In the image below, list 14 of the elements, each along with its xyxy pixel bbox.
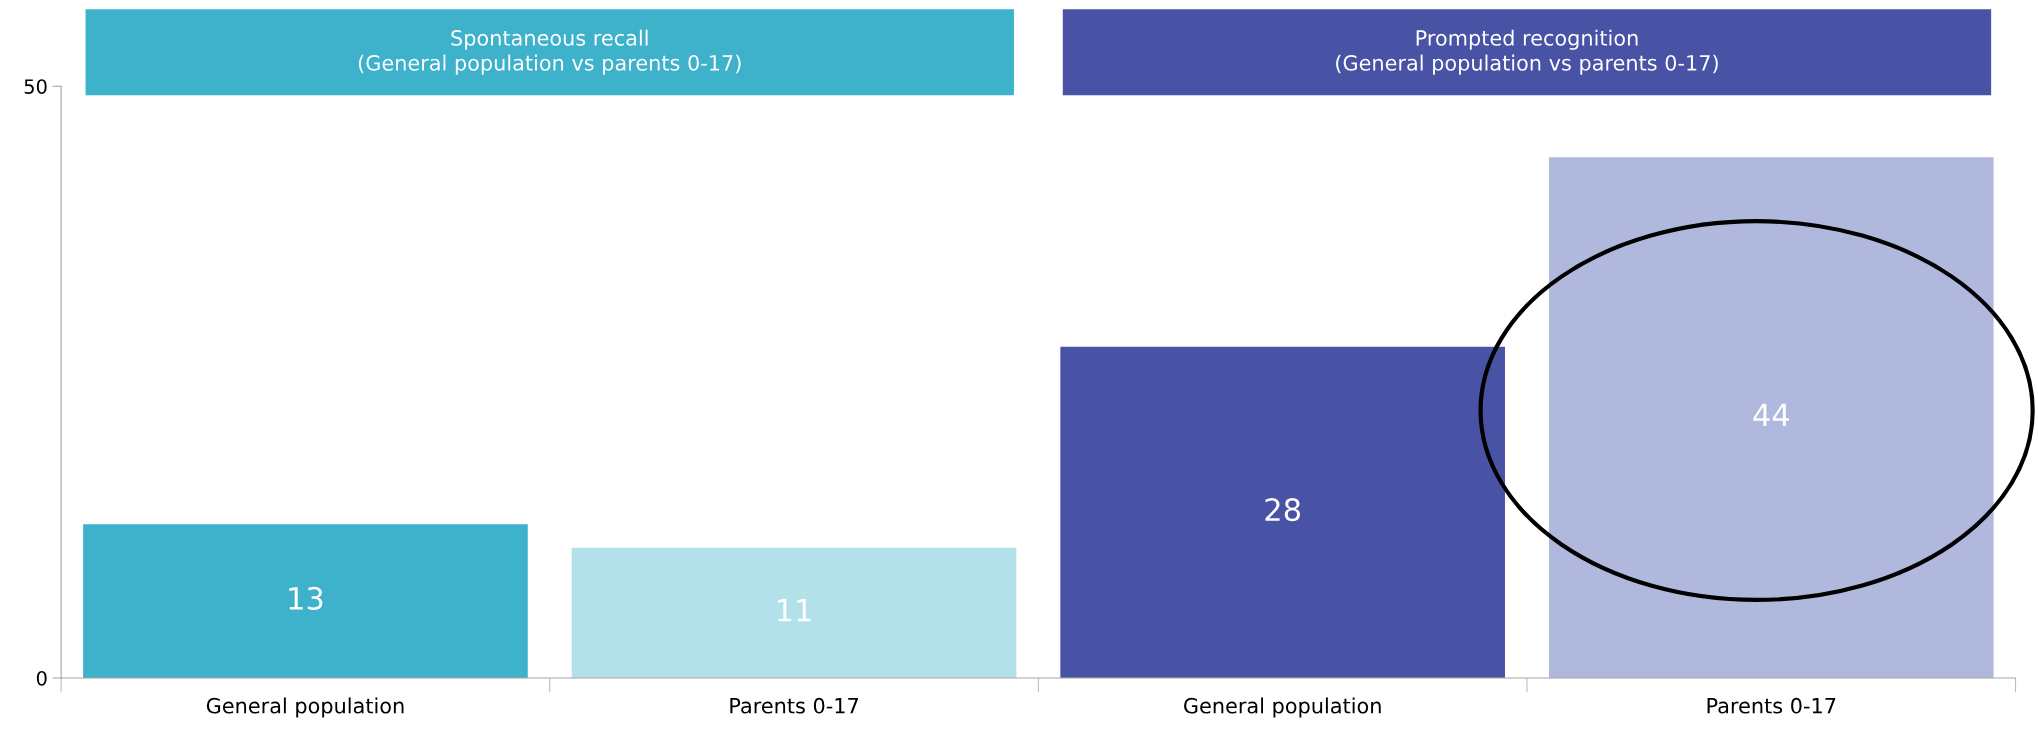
text: Prompted recognition (General population vs parents 0-17) [1336,29,1718,75]
x-tick-label: General population [1184,697,1381,718]
x-tick-label: Parents 0-17 [1707,697,1836,714]
text: Spontaneous recall (General population vs parents 0-17) [358,29,741,75]
x-tick-label: Parents 0-17 [730,697,858,714]
data-label: 28 [1265,498,1301,522]
data-label: 13 [289,586,323,610]
bar [83,524,528,678]
bar [571,547,1017,678]
data-label: 11 [777,599,811,622]
data-label: 44 [1753,403,1789,427]
x-tick-label: General population [206,697,404,718]
y-tick-label: 50 [24,79,47,94]
y-tick-label: 0 [36,670,47,686]
